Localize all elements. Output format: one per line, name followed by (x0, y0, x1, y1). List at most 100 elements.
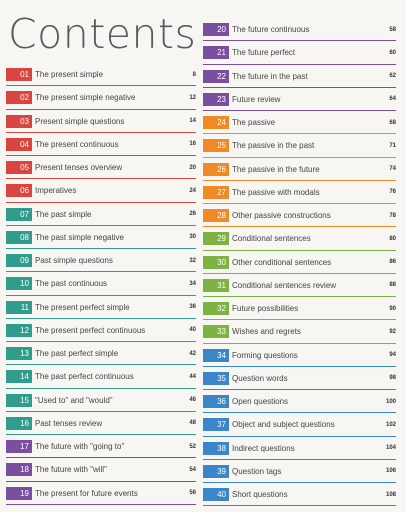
unit-title: Conditional sentences review (232, 280, 337, 290)
unit-number-badge: 10 (6, 277, 32, 291)
contents-entry[interactable]: 18 The future with "will" 54 (6, 458, 196, 482)
contents-entry[interactable]: 25 The passive in the past 71 (203, 134, 396, 158)
unit-title: The past perfect simple (35, 349, 119, 359)
contents-entry[interactable]: 03 Present simple questions 14 (6, 110, 196, 134)
page-title: Contents (8, 10, 197, 58)
contents-entry[interactable]: 08 The past simple negative 30 (6, 226, 196, 250)
contents-entry[interactable]: 07 The past simple 26 (6, 203, 196, 227)
contents-entry[interactable]: 15 "Used to" and "would" 46 (6, 389, 196, 413)
contents-entry[interactable]: 33 Wishes and regrets 92 (203, 320, 396, 344)
contents-entry[interactable]: 17 The future with "going to" 52 (6, 435, 196, 459)
unit-number-badge: 09 (6, 254, 32, 268)
contents-entry[interactable]: 27 The passive with modals 76 (203, 181, 396, 205)
unit-number-badge: 20 (203, 23, 229, 37)
unit-number-badge: 37 (203, 418, 229, 432)
contents-entry[interactable]: 02 The present simple negative 12 (6, 86, 196, 110)
page-number: 14 (189, 118, 196, 125)
contents-entry[interactable]: 22 The future in the past 62 (203, 65, 396, 89)
unit-number-badge: 32 (203, 302, 229, 316)
contents-entry[interactable]: 11 The present perfect simple 36 (6, 296, 196, 320)
page-number: 48 (189, 420, 196, 427)
contents-entry[interactable]: 31 Conditional sentences review 88 (203, 274, 396, 298)
contents-entry[interactable]: 01 The present simple 8 (6, 63, 196, 87)
unit-number-badge: 03 (6, 114, 32, 128)
contents-entry[interactable]: 32 Future possibilities 90 (203, 297, 396, 321)
page-number: 78 (389, 212, 396, 219)
unit-title: Wishes and regrets (232, 327, 301, 337)
unit-title: Conditional sentences (232, 234, 311, 244)
contents-entry[interactable]: 10 The past continuous 34 (6, 272, 196, 296)
page-number: 12 (189, 94, 196, 101)
unit-title: Question words (232, 373, 288, 383)
contents-entry[interactable]: 37 Object and subject questions 102 (203, 413, 396, 437)
contents-entry[interactable]: 34 Forming questions 94 (203, 344, 396, 368)
contents-entry[interactable]: 28 Other passive constructions 78 (203, 204, 396, 228)
page-number: 36 (189, 304, 196, 311)
page-number: 88 (389, 282, 396, 289)
page-number: 8 (192, 71, 196, 78)
page-number: 62 (389, 73, 396, 80)
page-number: 74 (389, 166, 396, 173)
contents-entry[interactable]: 14 The past perfect continuous 44 (6, 365, 196, 389)
page-number: 100 (385, 398, 396, 405)
contents-left-column: 01 The present simple 8 02 The present simpl… (6, 63, 196, 506)
page-number: 98 (389, 375, 396, 382)
unit-title: The passive with modals (232, 187, 320, 197)
unit-title: The present perfect simple (35, 302, 130, 312)
unit-number-badge: 29 (203, 232, 229, 246)
contents-entry[interactable]: 04 The present continuous 16 (6, 133, 196, 157)
contents-entry[interactable]: 23 Future review 64 (203, 88, 396, 112)
unit-title: The present simple (35, 70, 104, 80)
contents-entry[interactable]: 36 Open questions 100 (203, 390, 396, 414)
unit-number-badge: 24 (203, 116, 229, 130)
unit-title: Future possibilities (232, 304, 299, 314)
contents-entry[interactable]: 13 The past perfect simple 42 (6, 342, 196, 366)
unit-number-badge: 26 (203, 162, 229, 176)
contents-entry[interactable]: 29 Conditional sentences 80 (203, 227, 396, 251)
page-number: 86 (389, 259, 396, 266)
unit-title: The present perfect continuous (35, 325, 146, 335)
unit-title: Question tags (232, 466, 282, 476)
page-number: 104 (385, 445, 396, 452)
unit-number-badge: 36 (203, 395, 229, 409)
contents-entry[interactable]: 39 Question tags 106 (203, 460, 396, 484)
contents-entry[interactable]: 38 Indirect questions 104 (203, 437, 396, 461)
page-number: 46 (189, 397, 196, 404)
contents-entry[interactable]: 06 Imperatives 24 (6, 179, 196, 203)
contents-entry[interactable]: 05 Present tenses overview 20 (6, 156, 196, 180)
contents-entry[interactable]: 19 The present for future events 56 (6, 482, 196, 506)
unit-number-badge: 39 (203, 464, 229, 478)
contents-entry[interactable]: 30 Other conditional sentences 86 (203, 251, 396, 275)
page-number: 58 (389, 26, 396, 33)
unit-title: Forming questions (232, 350, 298, 360)
contents-entry[interactable]: 35 Question words 98 (203, 367, 396, 391)
contents-entry[interactable]: 40 Short questions 108 (203, 483, 396, 507)
contents-entry[interactable]: 20 The future continuous 58 (203, 18, 396, 42)
page-number: 44 (189, 373, 196, 380)
unit-number-badge: 31 (203, 278, 229, 292)
page-number: 42 (189, 350, 196, 357)
contents-entry[interactable]: 09 Past simple questions 32 (6, 249, 196, 273)
unit-number-badge: 40 (203, 488, 229, 502)
page-number: 26 (189, 211, 196, 218)
contents-entry[interactable]: 24 The passive 68 (203, 111, 396, 135)
page-number: 56 (189, 490, 196, 497)
unit-title: The past simple negative (35, 232, 124, 242)
page-number: 92 (389, 328, 396, 335)
unit-title: The past perfect continuous (35, 372, 134, 382)
contents-entry[interactable]: 16 Past tenses review 48 (6, 412, 196, 436)
unit-title: Indirect questions (232, 443, 295, 453)
page-number: 54 (189, 466, 196, 473)
page-number: 90 (389, 305, 396, 312)
page-number: 20 (189, 164, 196, 171)
unit-number-badge: 30 (203, 255, 229, 269)
contents-entry[interactable]: 12 The present perfect continuous 40 (6, 319, 196, 343)
page-number: 102 (385, 421, 396, 428)
contents-entry[interactable]: 26 The passive in the future 74 (203, 158, 396, 182)
contents-entry[interactable]: 21 The future perfect 60 (203, 41, 396, 65)
page-number: 30 (189, 234, 196, 241)
unit-title: The past simple (35, 209, 92, 219)
unit-number-badge: 21 (203, 46, 229, 60)
unit-number-badge: 15 (6, 393, 32, 407)
unit-title: The future with "going to" (35, 442, 125, 452)
